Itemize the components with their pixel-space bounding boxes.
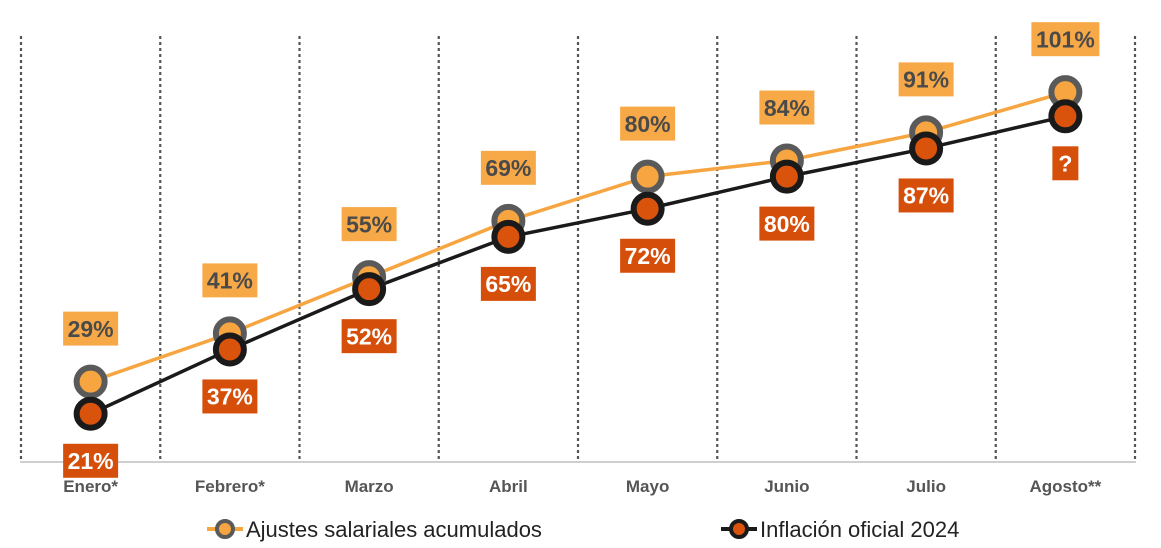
data-labels: 29% 41% 55% 69% 80% 84% 91% 101% 21% 37% 52% 65% 72%…: [63, 22, 1100, 478]
data-label-bg: [202, 263, 258, 298]
series-line-ajustes: [90, 90, 1066, 384]
data-label-text: 21%: [68, 448, 114, 474]
data-label: 29%: [63, 311, 119, 346]
x-tick-label: Marzo: [345, 477, 394, 496]
data-label-text: 87%: [903, 183, 949, 209]
data-label-bg: [63, 443, 119, 478]
data-point[interactable]: [1048, 99, 1083, 134]
data-label-bg: [620, 106, 676, 141]
data-label-bg: [1052, 146, 1079, 181]
data-label: 55%: [341, 207, 397, 242]
data-point[interactable]: [73, 396, 108, 431]
data-label-bg: [759, 206, 815, 241]
legend: Ajustes salariales acumulados Inflación …: [207, 517, 959, 542]
data-label-text: 80%: [625, 111, 671, 137]
data-label-bg: [1031, 22, 1100, 57]
data-label-text: 101%: [1036, 26, 1095, 52]
data-label-text: 69%: [485, 155, 531, 181]
data-point[interactable]: [630, 191, 665, 226]
legend-item-inflacion[interactable]: Inflación oficial 2024: [721, 517, 959, 542]
grid-lines: [19, 36, 1137, 462]
legend-item-ajustes[interactable]: Ajustes salariales acumulados: [207, 517, 542, 542]
data-label-bg: [480, 266, 536, 301]
data-point[interactable]: [909, 131, 944, 166]
data-label-bg: [898, 62, 954, 97]
data-label-bg: [898, 178, 954, 213]
data-label-bg: [620, 238, 676, 273]
data-label-text: 91%: [903, 67, 949, 93]
x-tick-label: Julio: [906, 477, 946, 496]
data-label-text: 29%: [68, 316, 114, 342]
data-label-text: 41%: [207, 268, 253, 294]
data-label-bg: [202, 379, 258, 414]
data-label: 52%: [341, 319, 397, 354]
data-label: 69%: [480, 150, 536, 185]
legend-label-ajustes: Ajustes salariales acumulados: [246, 517, 542, 542]
data-label: 80%: [759, 206, 815, 241]
data-label: 41%: [202, 263, 258, 298]
x-tick-label: Abril: [489, 477, 528, 496]
data-label-text: 80%: [764, 211, 810, 237]
data-label: 65%: [480, 266, 536, 301]
data-label: 37%: [202, 379, 258, 414]
data-point[interactable]: [630, 159, 665, 194]
data-label-bg: [759, 90, 815, 125]
data-point[interactable]: [769, 159, 804, 194]
legend-swatch-marker-ajustes: [215, 519, 235, 539]
data-label-text: 65%: [485, 271, 531, 297]
data-label-text: 37%: [207, 384, 253, 410]
legend-swatch-marker-inflacion: [729, 519, 749, 539]
x-tick-label: Febrero*: [195, 477, 265, 496]
data-label: 84%: [759, 90, 815, 125]
data-label-bg: [341, 207, 397, 242]
data-label-bg: [341, 319, 397, 354]
data-point[interactable]: [352, 272, 387, 307]
data-label-text: 72%: [625, 243, 671, 269]
data-point[interactable]: [491, 219, 526, 254]
series-lines: [89, 90, 1066, 416]
x-tick-label: Junio: [764, 477, 809, 496]
data-label: 21%: [63, 443, 119, 478]
data-label: ?: [1052, 146, 1079, 181]
data-label: 87%: [898, 178, 954, 213]
x-tick-label: Agosto**: [1029, 477, 1101, 496]
data-label: 72%: [620, 238, 676, 273]
series-line-inflacion: [89, 114, 1066, 416]
data-label-text: 84%: [764, 95, 810, 121]
x-tick-label: Enero*: [63, 477, 118, 496]
legend-label-inflacion: Inflación oficial 2024: [760, 517, 959, 542]
data-label: 91%: [898, 62, 954, 97]
data-point[interactable]: [73, 364, 108, 399]
data-label-text: 55%: [346, 211, 392, 237]
series-markers: [73, 75, 1083, 431]
x-axis-ticks: Enero* Febrero* Marzo Abril Mayo Junio Julio Ag…: [63, 477, 1101, 496]
data-label: 101%: [1031, 22, 1100, 57]
data-label-bg: [63, 311, 119, 346]
x-tick-label: Mayo: [626, 477, 669, 496]
data-label-text: ?: [1058, 151, 1072, 177]
data-label: 80%: [620, 106, 676, 141]
data-label-bg: [480, 150, 536, 185]
data-label-text: 52%: [346, 323, 392, 349]
data-point[interactable]: [212, 332, 247, 367]
